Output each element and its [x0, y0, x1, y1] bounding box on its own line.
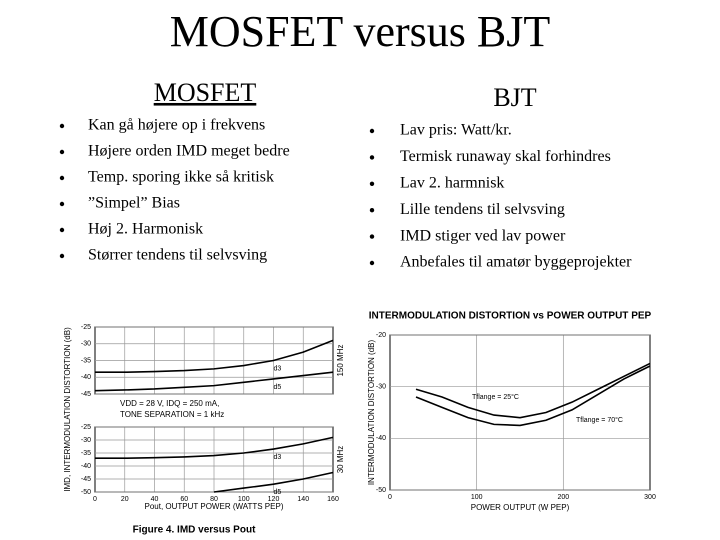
y-tick-label: -25	[81, 324, 91, 331]
curve	[415, 362, 651, 419]
bullet-text: Kan gå højere op i frekvens	[88, 117, 265, 134]
x-tick-label: 20	[121, 496, 129, 503]
y-tick-label: -50	[376, 487, 386, 494]
y-axis-label: INTERMODULATION DISTORTION (dB)	[367, 339, 376, 485]
y-tick-label: -35	[81, 357, 91, 364]
bullet-text: Højere orden IMD meget bedre	[88, 143, 290, 160]
y-tick-label: -40	[81, 463, 91, 470]
panel-label: 150 MHz	[336, 344, 345, 376]
bullet-marker	[369, 128, 375, 134]
column-heading: BJT	[493, 83, 536, 112]
y-tick-label: -40	[81, 374, 91, 381]
curve-label: d5	[274, 489, 282, 496]
curve	[213, 471, 334, 493]
x-tick-label: 160	[327, 496, 339, 503]
y-tick-label: -30	[81, 341, 91, 348]
x-tick-label: 200	[557, 494, 569, 501]
bullet-marker	[59, 175, 65, 181]
bullet-marker	[59, 253, 65, 259]
bullet-text: Lav pris: Watt/kr.	[400, 122, 512, 139]
bullet-text: Størrer tendens til selvsving	[88, 247, 267, 264]
x-tick-label: 60	[180, 496, 188, 503]
y-tick-label: -30	[81, 437, 91, 444]
x-tick-label: 100	[238, 496, 250, 503]
y-tick-label: -45	[81, 476, 91, 483]
bullet-text: Anbefales til amatør byggeprojekter	[400, 254, 632, 271]
curve	[94, 371, 334, 392]
curve-label: Tflange = 70°C	[576, 416, 623, 424]
bullet-text: IMD stiger ved lav power	[400, 227, 566, 244]
slide-title: MOSFET versus BJT	[170, 7, 551, 56]
y-tick-label: -25	[81, 424, 91, 431]
bullet-marker	[59, 149, 65, 155]
bullet-marker	[369, 155, 375, 160]
curve-label: d3	[274, 365, 282, 372]
x-axis-label: POWER OUTPUT (W PEP)	[471, 503, 570, 512]
y-tick-label: -20	[376, 332, 386, 339]
bullet-text: Temp. sporing ikke så kritisk	[88, 169, 274, 186]
x-tick-label: 120	[268, 496, 280, 503]
bullet-marker	[369, 234, 375, 239]
x-tick-label: 80	[210, 496, 218, 503]
column-heading: MOSFET	[154, 78, 257, 107]
panel-label: 30 MHz	[336, 446, 345, 474]
curve-label: Tflange = 25°C	[472, 393, 519, 401]
bullet-marker	[59, 201, 65, 207]
x-tick-label: 0	[388, 494, 392, 501]
curve	[95, 436, 334, 460]
bullet-marker	[369, 181, 375, 186]
curve	[415, 365, 651, 427]
bullet-marker	[59, 227, 65, 233]
y-tick-label: -35	[81, 450, 91, 457]
y-tick-label: -40	[376, 435, 386, 442]
annotation: TONE SEPARATION = 1 kHz	[120, 410, 224, 419]
curve	[95, 339, 334, 374]
curve-label: d3	[274, 454, 282, 461]
y-tick-label: -50	[81, 489, 91, 496]
x-tick-label: 140	[297, 496, 309, 503]
x-tick-label: 300	[644, 494, 656, 501]
bullet-text: Høj 2. Harmonisk	[88, 221, 203, 238]
figure-caption: Figure 4. IMD versus Pout	[133, 525, 256, 536]
y-axis-label: IMD, INTERMODULATION DISTORTION (dB)	[63, 327, 72, 492]
curve-label: d5	[274, 384, 282, 391]
x-tick-label: 40	[151, 496, 159, 503]
bullet-text: Lav 2. harmnisk	[400, 174, 504, 191]
bullet-text: ”Simpel” Bias	[88, 195, 180, 212]
x-axis-label: Pout, OUTPUT POWER (WATTS PEP)	[145, 502, 284, 511]
figure-title: INTERMODULATION DISTORTION vs POWER OUTP…	[369, 311, 652, 322]
bullet-text: Termisk runaway skal forhindres	[400, 148, 611, 165]
bullet-marker	[369, 208, 375, 213]
y-tick-label: -45	[81, 391, 91, 398]
bullet-text: Lille tendens til selvsving	[400, 201, 565, 218]
x-tick-label: 0	[93, 496, 97, 503]
y-tick-label: -30	[376, 384, 386, 391]
x-tick-label: 100	[471, 494, 483, 501]
bullet-marker	[59, 123, 65, 129]
bullet-marker	[369, 260, 375, 266]
annotation: VDD = 28 V, IDQ = 250 mA,	[120, 399, 219, 408]
